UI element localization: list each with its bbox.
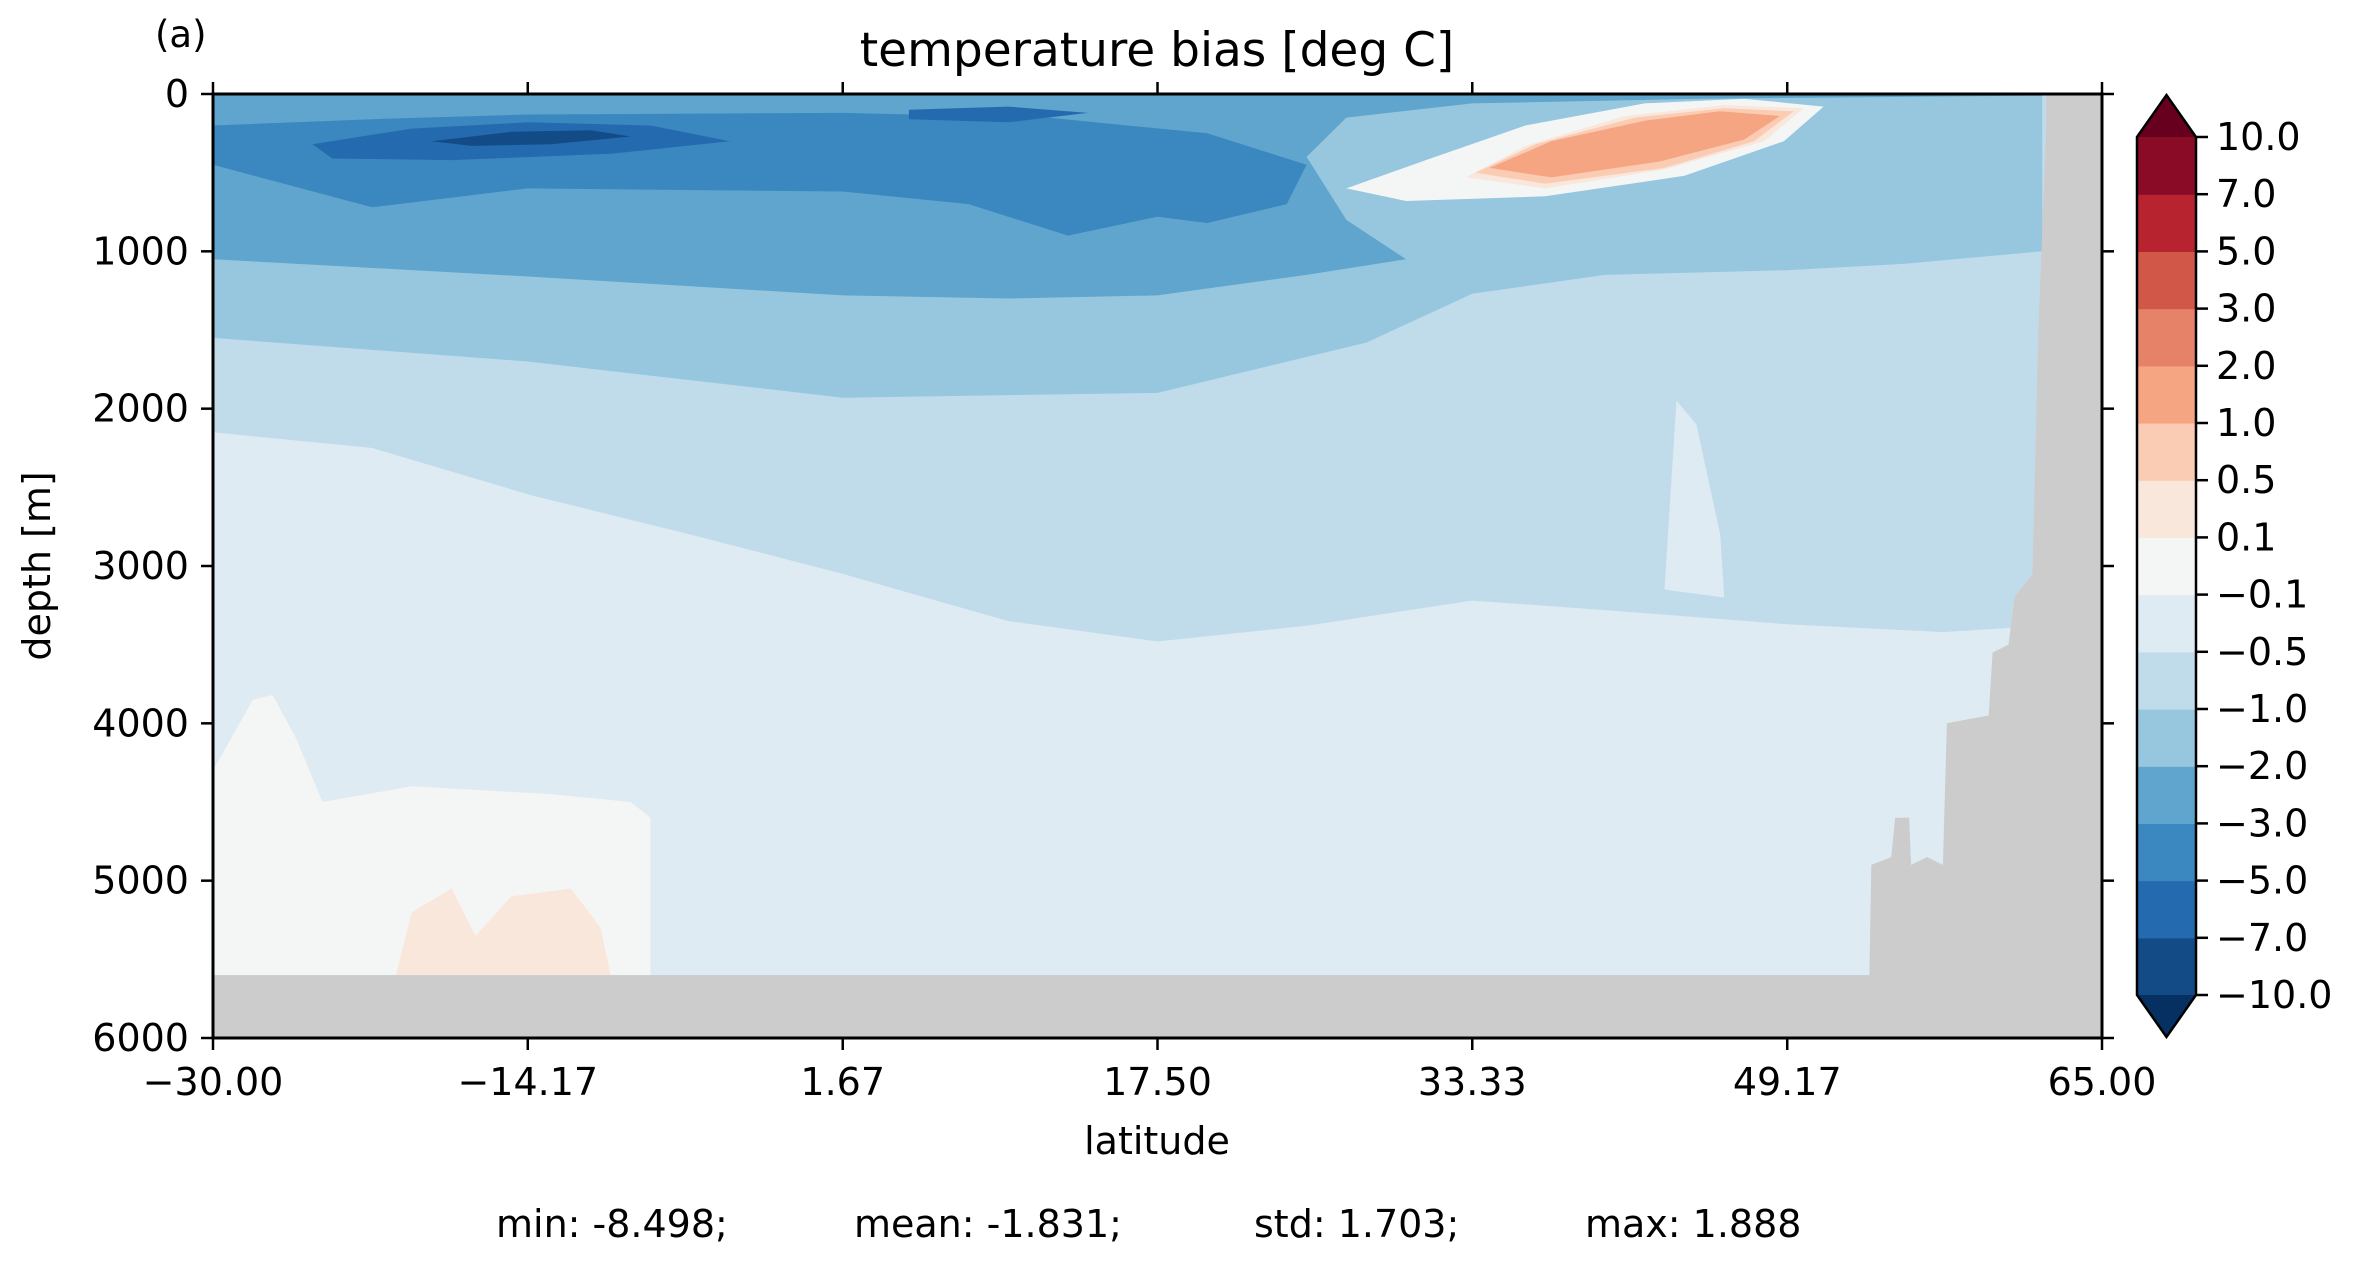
- colorbar-segment: [2137, 937, 2196, 996]
- colorbar-extend-max: [2137, 95, 2196, 137]
- bias-region-11: [1489, 111, 1780, 178]
- x-tick-label: 65.00: [2048, 1060, 2157, 1104]
- colorbar-tick-label: 7.0: [2216, 172, 2276, 216]
- colorbar-tick-label: −0.5: [2216, 630, 2308, 674]
- colorbar-tick-label: −5.0: [2216, 859, 2308, 903]
- x-tick-label: 1.67: [800, 1060, 885, 1104]
- x-tick-label: −30.00: [143, 1060, 284, 1104]
- colorbar-tick-label: −2.0: [2216, 744, 2308, 788]
- colorbar-tick-label: −3.0: [2216, 801, 2308, 845]
- colorbar-tick-label: −1.0: [2216, 687, 2308, 731]
- bias-region-7: [908, 106, 1088, 123]
- x-tick-label: 33.33: [1418, 1060, 1527, 1104]
- colorbar-extend-min: [2137, 995, 2196, 1037]
- y-tick-label: 4000: [92, 701, 189, 745]
- bias-region-12: [1664, 400, 1725, 598]
- colorbar-tick-label: 5.0: [2216, 229, 2276, 273]
- colorbar-segment: [2137, 308, 2196, 367]
- colorbar-segment: [2137, 137, 2196, 195]
- x-axis-label: latitude: [1084, 1119, 1230, 1163]
- colorbar-segment: [2137, 480, 2196, 538]
- x-tick-label: 17.50: [1103, 1060, 1212, 1104]
- colorbar-tick-label: 0.1: [2216, 515, 2276, 559]
- colorbar-tick-label: 1.0: [2216, 401, 2276, 445]
- y-tick-label: 5000: [92, 859, 189, 903]
- chart-title: temperature bias [deg C]: [860, 23, 1455, 78]
- colorbar-segment: [2137, 709, 2196, 767]
- colorbar-tick-label: −10.0: [2216, 973, 2332, 1017]
- colorbar-segment: [2137, 651, 2196, 710]
- land-area-0: [213, 975, 2102, 1038]
- y-tick-label: 2000: [92, 387, 189, 431]
- colorbar-segment: [2137, 537, 2196, 596]
- y-tick-label: 1000: [92, 229, 189, 273]
- colorbar-segment: [2137, 823, 2196, 882]
- colorbar-tick-label: 2.0: [2216, 344, 2276, 388]
- colorbar-segment: [2137, 194, 2196, 252]
- land-mask: [213, 94, 2102, 1038]
- colorbar-tick-label: 3.0: [2216, 287, 2276, 331]
- x-tick-label: 49.17: [1733, 1060, 1842, 1104]
- colorbar-tick-label: 0.5: [2216, 458, 2276, 502]
- colorbar-segment: [2137, 766, 2196, 824]
- y-axis-label: depth [m]: [15, 471, 59, 660]
- colorbar-tick-label: −7.0: [2216, 916, 2308, 960]
- y-tick-label: 0: [165, 72, 189, 116]
- panel-label: (a): [155, 13, 207, 56]
- stat-max: max: 1.888: [1585, 1202, 1801, 1246]
- y-tick-label: 3000: [92, 544, 189, 588]
- colorbar-segment: [2137, 251, 2196, 310]
- land-area-1: [1869, 94, 2102, 976]
- colorbar-segment: [2137, 365, 2196, 424]
- bias-region-14: [395, 888, 611, 976]
- x-tick-label: −14.17: [457, 1060, 598, 1104]
- y-tick-label: 6000: [92, 1016, 189, 1060]
- stat-std: std: 1.703;: [1254, 1202, 1459, 1246]
- bias-region-6: [431, 130, 631, 146]
- x-axis-ticks: −30.00 −14.17 1.67 17.50 33.33 49.17 65.00: [143, 82, 2157, 1104]
- colorbar-tick-label: −0.1: [2216, 573, 2308, 617]
- bias-region-1: [213, 432, 2043, 976]
- colorbar-segment: [2137, 423, 2196, 481]
- colorbar-tick-label: 10.0: [2216, 115, 2301, 159]
- colorbar-segment: [2137, 880, 2196, 939]
- stat-mean: mean: -1.831;: [854, 1202, 1122, 1246]
- colorbar: −10.0 −7.0 −5.0 −3.0 −2.0 −1.0 −0.5 −0.1 0.1 0.5 1…: [2135, 92, 2332, 1040]
- y-axis-ticks: 0 1000 2000 3000 4000 5000 6000: [92, 72, 2114, 1060]
- stat-min: min: -8.498;: [496, 1202, 728, 1246]
- colorbar-segment: [2137, 594, 2196, 653]
- temperature-bias-field: [213, 94, 2102, 1038]
